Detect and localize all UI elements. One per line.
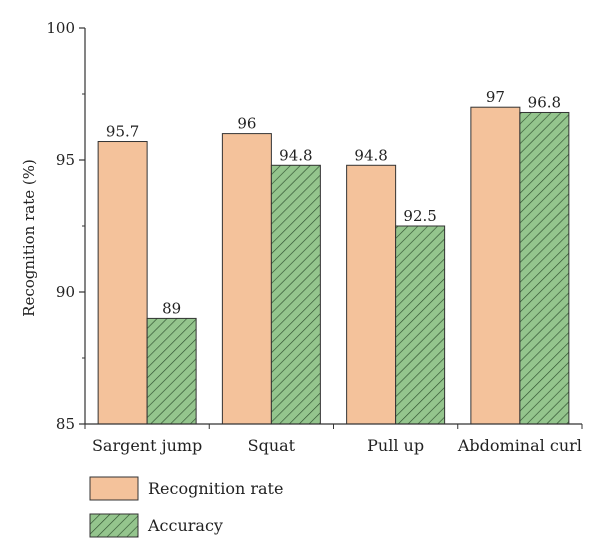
bar-accuracy-2 <box>395 225 446 425</box>
bar-recognition-rate-3 <box>470 106 521 425</box>
y-tick-label-3: 100 <box>46 19 75 37</box>
axes-group: Sargent jump Squat Pull up Abdominal curl 85… <box>46 19 583 455</box>
data-label-accuracy-2: 92.5 <box>403 207 436 225</box>
data-label-accuracy-3: 96.8 <box>528 93 561 111</box>
legend: Recognition rate Accuracy <box>89 476 283 538</box>
legend-label-recognition-rate: Recognition rate <box>148 479 283 498</box>
y-tick-label-0: 85 <box>56 415 75 433</box>
y-tick-label-2: 95 <box>56 151 75 169</box>
bar-recognition-rate-0 <box>97 141 148 425</box>
data-label-accuracy-1: 94.8 <box>279 146 312 164</box>
legend-swatch-recognition-rate <box>89 476 139 501</box>
y-tick-label-1: 90 <box>56 283 75 301</box>
bar-accuracy-0 <box>146 317 197 425</box>
bar-recognition-rate-1 <box>221 133 272 425</box>
x-tick-label-2: Pull up <box>367 436 424 455</box>
data-label-recognition-rate-3: 97 <box>486 88 505 106</box>
bar-accuracy-1 <box>270 164 321 425</box>
x-tick-label-1: Squat <box>248 436 296 455</box>
bar-accuracy-3 <box>519 111 570 425</box>
bars-group: 95.7 89 96 94.8 94.8 92.5 97 96.8 <box>97 88 570 425</box>
x-tick-label-0: Sargent jump <box>92 436 202 455</box>
data-label-recognition-rate-0: 95.7 <box>106 123 139 141</box>
data-label-recognition-rate-2: 94.8 <box>354 146 387 164</box>
y-axis-title: Recognition rate (%) <box>20 159 38 317</box>
bar-recognition-rate-2 <box>346 164 397 425</box>
data-label-accuracy-0: 89 <box>162 299 181 317</box>
data-label-recognition-rate-1: 96 <box>237 115 256 133</box>
legend-label-accuracy: Accuracy <box>147 516 223 535</box>
x-tick-label-3: Abdominal curl <box>457 436 582 455</box>
legend-swatch-accuracy <box>89 513 139 538</box>
